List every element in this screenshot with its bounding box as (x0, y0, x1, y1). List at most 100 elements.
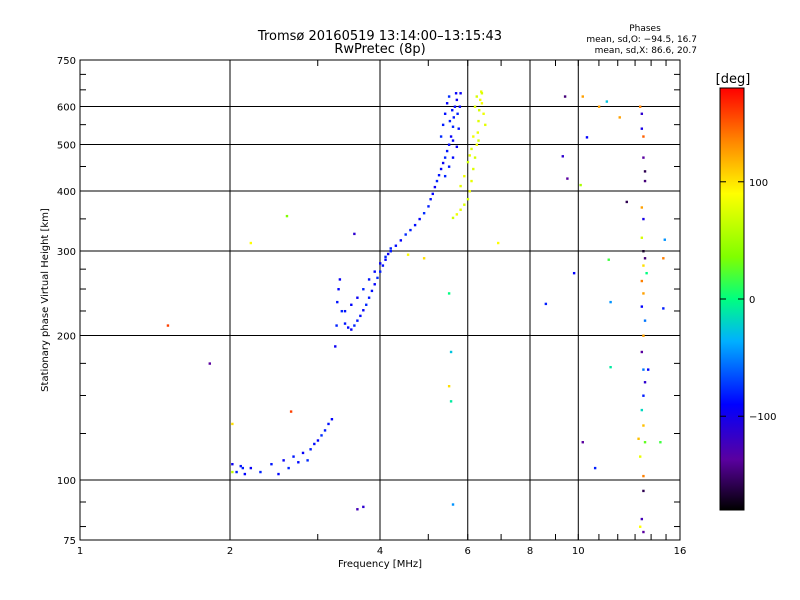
data-point (422, 212, 426, 215)
data-point (356, 508, 359, 511)
data-point (431, 192, 434, 196)
data-point (340, 309, 344, 313)
data-point (447, 143, 451, 146)
data-point (640, 127, 644, 130)
data-point (470, 147, 473, 151)
data-point (484, 123, 487, 127)
data-point (362, 309, 365, 312)
data-point (579, 183, 582, 187)
data-point (662, 307, 665, 310)
x-tick-label: 6 (465, 546, 471, 557)
data-point (259, 470, 262, 474)
data-point (297, 461, 300, 464)
data-point (330, 418, 334, 421)
data-point (663, 238, 666, 241)
data-point (473, 156, 477, 159)
data-point (496, 241, 500, 245)
data-point (451, 216, 455, 220)
data-point (477, 139, 480, 142)
data-point (609, 365, 612, 369)
data-point (350, 303, 353, 306)
data-point (445, 149, 449, 153)
data-point (449, 350, 453, 354)
data-point (334, 345, 337, 348)
data-point (389, 250, 392, 253)
data-point (343, 309, 347, 313)
data-point (422, 257, 426, 260)
y-tick-label: 200 (57, 332, 76, 343)
data-point (642, 217, 645, 221)
data-point (643, 319, 647, 322)
data-point (389, 247, 392, 250)
data-point (399, 239, 403, 242)
data-point (642, 135, 645, 138)
colorbar-tick-label: 100 (749, 178, 768, 189)
data-point (455, 213, 459, 216)
data-point (642, 292, 645, 295)
data-point (439, 167, 443, 171)
data-point (455, 98, 459, 102)
data-point (639, 105, 642, 108)
data-point (441, 161, 445, 165)
y-tick-label: 600 (57, 103, 76, 114)
data-point (468, 154, 471, 157)
data-point (327, 422, 330, 426)
data-point (476, 131, 480, 134)
data-point (475, 143, 478, 146)
data-point (466, 198, 470, 201)
data-point (447, 384, 451, 388)
data-point (282, 459, 285, 462)
data-point (413, 223, 417, 227)
data-point (335, 324, 338, 327)
data-point (451, 139, 455, 142)
data-point (365, 303, 368, 306)
grid (80, 60, 680, 540)
data-point (443, 156, 447, 159)
data-point (643, 170, 647, 173)
data-point (338, 278, 342, 281)
data-point (301, 451, 305, 455)
data-point (381, 264, 385, 267)
data-point (563, 95, 567, 98)
data-point (359, 314, 362, 318)
data-point (447, 292, 451, 295)
data-point (356, 296, 359, 299)
phase-stats-o-line: mean, sd,O: −94.5, 16.7 (586, 35, 697, 45)
data-point (607, 258, 610, 261)
data-point (336, 300, 339, 304)
data-point (640, 112, 644, 115)
data-point (475, 95, 478, 98)
data-point (353, 232, 356, 236)
data-point (472, 167, 475, 171)
colorbar-label: [deg] (716, 72, 751, 87)
data-point (386, 252, 390, 256)
data-point (642, 250, 645, 253)
data-point (642, 474, 645, 478)
data-point (640, 408, 644, 412)
y-tick-label: 300 (57, 247, 76, 258)
data-point (323, 429, 327, 432)
data-point (585, 136, 589, 139)
data-point (404, 233, 407, 236)
y-tick-label: 100 (57, 476, 76, 487)
x-tick-label: 10 (572, 546, 585, 557)
data-point (581, 95, 584, 98)
data-point (593, 466, 597, 470)
data-point (433, 185, 437, 189)
data-point (316, 439, 320, 442)
data-point (231, 422, 234, 426)
colorbar-tick-label: 0 (749, 295, 755, 306)
data-point (239, 464, 242, 468)
data-point (448, 119, 452, 123)
x-axis-label: Frequency [MHz] (338, 559, 422, 570)
data-point (243, 472, 247, 476)
y-axis-label: Stationary phase Virtual Height [km] (40, 208, 51, 392)
data-point (480, 102, 484, 105)
data-point (313, 442, 316, 446)
data-point (449, 400, 453, 403)
data-point (459, 184, 462, 188)
data-point (597, 105, 601, 108)
data-point (456, 112, 459, 115)
data-point (370, 289, 374, 293)
data-point (277, 472, 280, 476)
